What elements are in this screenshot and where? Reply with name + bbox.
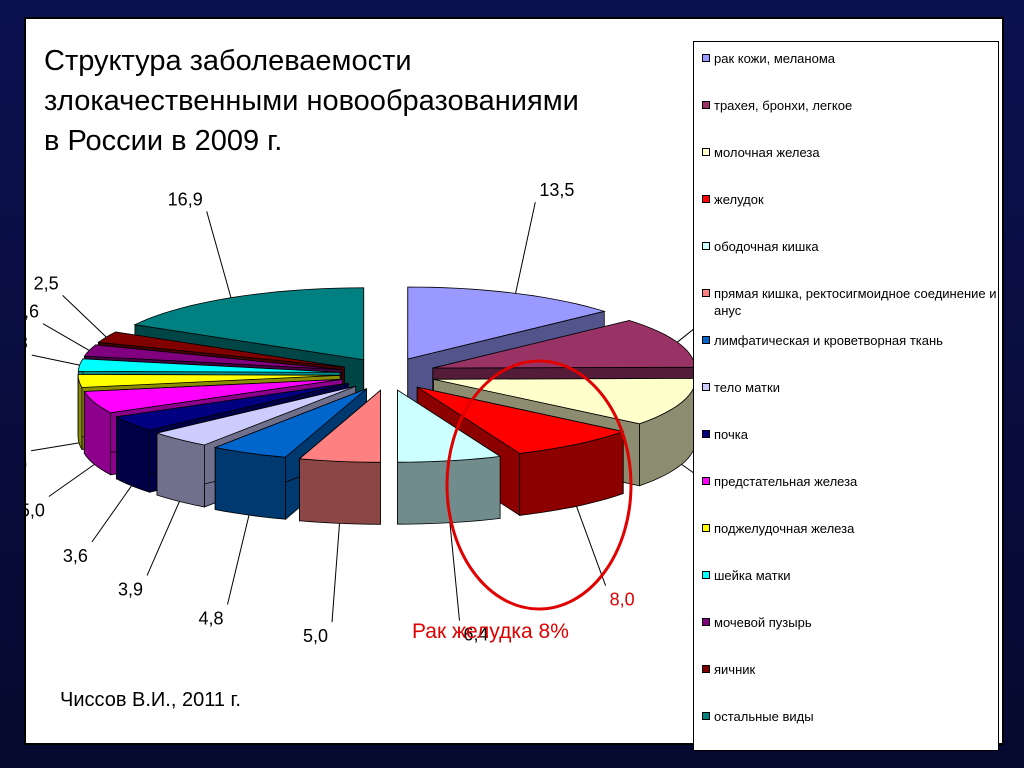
- data-label-12: 2,6: [26, 302, 39, 322]
- legend-swatch: [702, 524, 710, 532]
- leader-line: [576, 506, 607, 586]
- leader-line: [42, 323, 90, 351]
- legend-label: шейка матки: [714, 568, 791, 583]
- legend-swatch: [702, 289, 710, 297]
- data-label-6: 4,8: [198, 608, 223, 628]
- legend-item-шейка-матки: шейка матки: [702, 567, 998, 584]
- legend-label: прямая кишка, ректосигмоидное соединение…: [714, 286, 997, 318]
- legend-swatch: [702, 477, 710, 485]
- chart-title: Структура заболеваемости злокачественным…: [44, 45, 579, 157]
- legend-swatch: [702, 383, 710, 391]
- slice-top-face: [213, 388, 367, 458]
- data-label-13: 2,5: [34, 273, 59, 293]
- legend-label: трахея, бронхи, легкое: [714, 98, 853, 113]
- legend-swatch: [702, 618, 710, 626]
- legend-item-тело-матки: тело матки: [702, 379, 998, 396]
- legend-item-рак-кожи-меланома: рак кожи, меланома: [702, 50, 998, 67]
- legend-swatch: [702, 54, 710, 62]
- data-label-4: 6,4: [463, 625, 488, 645]
- chart-legend: рак кожи, меланома трахея, бронхи, легкое…: [693, 41, 999, 751]
- legend-label: ободочная кишка: [714, 239, 819, 254]
- legend-item-яичник: яичник: [702, 661, 998, 678]
- leader-line: [31, 354, 80, 366]
- legend-swatch: [702, 101, 710, 109]
- legend-swatch: [702, 571, 710, 579]
- leader-line: [227, 514, 250, 605]
- legend-item-мочевой-пузырь: мочевой пузырь: [702, 614, 998, 631]
- stomach-callout: Рак желудка 8%: [412, 620, 569, 643]
- leader-line: [31, 442, 80, 452]
- leader-line: [331, 523, 340, 623]
- data-label-14: 16,9: [168, 189, 203, 209]
- legend-swatch: [702, 712, 710, 720]
- legend-item-желудок: желудок: [702, 191, 998, 208]
- legend-label: рак кожи, меланома: [714, 51, 835, 66]
- legend-swatch: [702, 148, 710, 156]
- legend-swatch: [702, 430, 710, 438]
- source-citation: Чиссов В.И., 2011 г.: [60, 689, 241, 711]
- data-label-5: 5,0: [303, 626, 328, 646]
- pie-slice-5: [298, 389, 381, 525]
- pie-chart: 13,511,310,88,06,45,04,83,93,65,02,92,82…: [26, 180, 766, 646]
- slice-outer-wall: [156, 432, 205, 508]
- legend-label: молочная железа: [714, 145, 820, 160]
- slice-top-face: [77, 373, 341, 388]
- legend-label: предстательная железа: [714, 474, 858, 489]
- data-label-9: 5,0: [26, 500, 45, 520]
- legend-label: яичник: [714, 662, 756, 677]
- slice-outer-wall: [214, 447, 286, 520]
- slice-top-face: [298, 389, 381, 463]
- legend-swatch: [702, 665, 710, 673]
- legend-item-лимфатическая-и-кроветво: лимфатическая и кроветворная ткань: [702, 332, 998, 349]
- slice-top-face: [115, 382, 349, 431]
- data-label-0: 13,5: [539, 180, 574, 200]
- legend-item-ободочная-кишка: ободочная кишка: [702, 238, 998, 255]
- data-label-10: 2,9: [26, 455, 27, 475]
- leader-line: [449, 522, 460, 621]
- legend-label: поджелудочная железа: [714, 521, 855, 536]
- leader-line: [206, 211, 232, 298]
- leader-line: [48, 463, 95, 497]
- legend-label: почка: [714, 427, 748, 442]
- leader-line: [146, 501, 180, 576]
- data-label-7: 3,9: [118, 579, 143, 599]
- legend-label: остальные виды: [714, 709, 814, 724]
- leader-line: [515, 202, 536, 294]
- legend-item-почка: почка: [702, 426, 998, 443]
- slice-top-face: [407, 286, 606, 360]
- slide-panel: Структура заболеваемости злокачественным…: [24, 17, 1004, 751]
- legend-item-трахея-бронхи-легкое: трахея, бронхи, легкое: [702, 97, 998, 114]
- legend-label: мочевой пузырь: [714, 615, 812, 630]
- slice-top-face: [155, 385, 356, 446]
- legend-item-прямая-кишка-ректосигмои: прямая кишка, ректосигмоидное соединение…: [702, 285, 998, 319]
- leader-line: [62, 295, 107, 338]
- highlight-ellipse: [445, 359, 633, 611]
- legend-swatch: [702, 195, 710, 203]
- slice-outer-wall: [299, 458, 381, 525]
- legend-item-молочная-железа: молочная железа: [702, 144, 998, 161]
- pie-slice-4: [397, 389, 502, 525]
- legend-label: тело матки: [714, 380, 780, 395]
- pie-slices: [77, 286, 696, 525]
- legend-label: желудок: [714, 192, 764, 207]
- legend-swatch: [702, 336, 710, 344]
- slice-top-face: [83, 378, 343, 414]
- legend-label: лимфатическая и кроветворная ткань: [714, 333, 943, 348]
- legend-swatch: [702, 242, 710, 250]
- legend-item-остальные-виды: остальные виды: [702, 708, 998, 725]
- legend-item-предстательная-железа: предстательная железа: [702, 473, 998, 490]
- data-label-11: 2,8: [26, 333, 28, 353]
- data-label-3: 8,0: [610, 590, 635, 610]
- data-label-8: 3,6: [63, 546, 88, 566]
- leader-line: [91, 485, 133, 543]
- legend-item-поджелудочная-железа: поджелудочная железа: [702, 520, 998, 537]
